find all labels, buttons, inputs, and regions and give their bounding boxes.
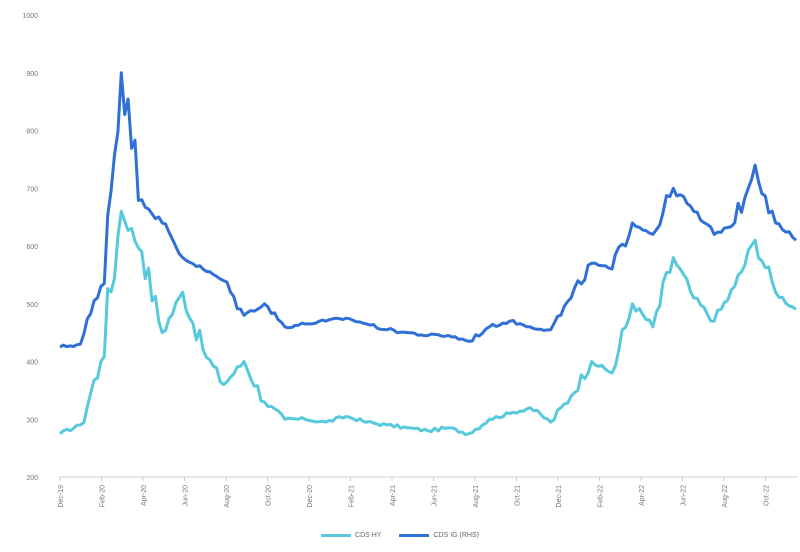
x-tick-label: Aug-22 (722, 485, 729, 508)
x-tick-label: Dec-19 (58, 485, 65, 508)
x-tick-label: Dec-20 (307, 485, 314, 508)
y-tick-label: 200 (26, 475, 38, 482)
x-tick-label: Aug-20 (224, 485, 231, 508)
y-tick-label: 300 (26, 417, 38, 424)
y-tick-label: 1000 (22, 13, 38, 20)
x-tick-label: Feb-22 (598, 485, 605, 507)
x-tick-label: Feb-21 (349, 485, 356, 507)
legend-swatch-cds-hy (321, 534, 352, 537)
legend-item-cds-ig: CDS IG (RHS) (399, 532, 479, 539)
x-tick-label: Jun-20 (183, 485, 190, 507)
y-tick-label: 400 (26, 360, 38, 367)
x-axis: Dec-19 Feb-20 Apr-20 Jun-20 Aug-20 Oct-20 Dec-… (58, 476, 798, 508)
x-tick-label: Oct-21 (515, 485, 522, 506)
x-tick-label: Oct-22 (764, 485, 771, 506)
legend: CDS HY CDS IG (RHS) (0, 532, 800, 539)
series-layer (59, 71, 797, 436)
x-tick-label: Feb-20 (100, 485, 107, 507)
x-tick-label: Oct-20 (266, 485, 273, 506)
x-tick-label: Dec-21 (556, 485, 563, 508)
series-line-cds-hy (59, 209, 797, 436)
y-axis: 200 300 400 500 600 700 800 900 1000 (22, 13, 38, 482)
x-tick-label: Jun-21 (432, 485, 439, 507)
legend-label-cds-ig: CDS IG (RHS) (433, 532, 479, 539)
legend-label-cds-hy: CDS HY (355, 532, 382, 539)
y-tick-label: 600 (26, 244, 38, 251)
legend-swatch-cds-ig (399, 534, 430, 537)
y-tick-label: 800 (26, 129, 38, 136)
series-line-cds-ig (59, 71, 797, 349)
x-tick-label: Apr-22 (639, 485, 646, 506)
y-tick-label: 500 (26, 302, 38, 309)
x-tick-label: Apr-20 (141, 485, 148, 506)
x-tick-label: Aug-21 (473, 485, 480, 508)
legend-item-cds-hy: CDS HY (321, 532, 381, 539)
x-tick-label: Apr-21 (390, 485, 397, 506)
y-tick-label: 900 (26, 71, 38, 78)
y-tick-label: 700 (26, 186, 38, 193)
x-tick-label: Jun-22 (681, 485, 688, 507)
